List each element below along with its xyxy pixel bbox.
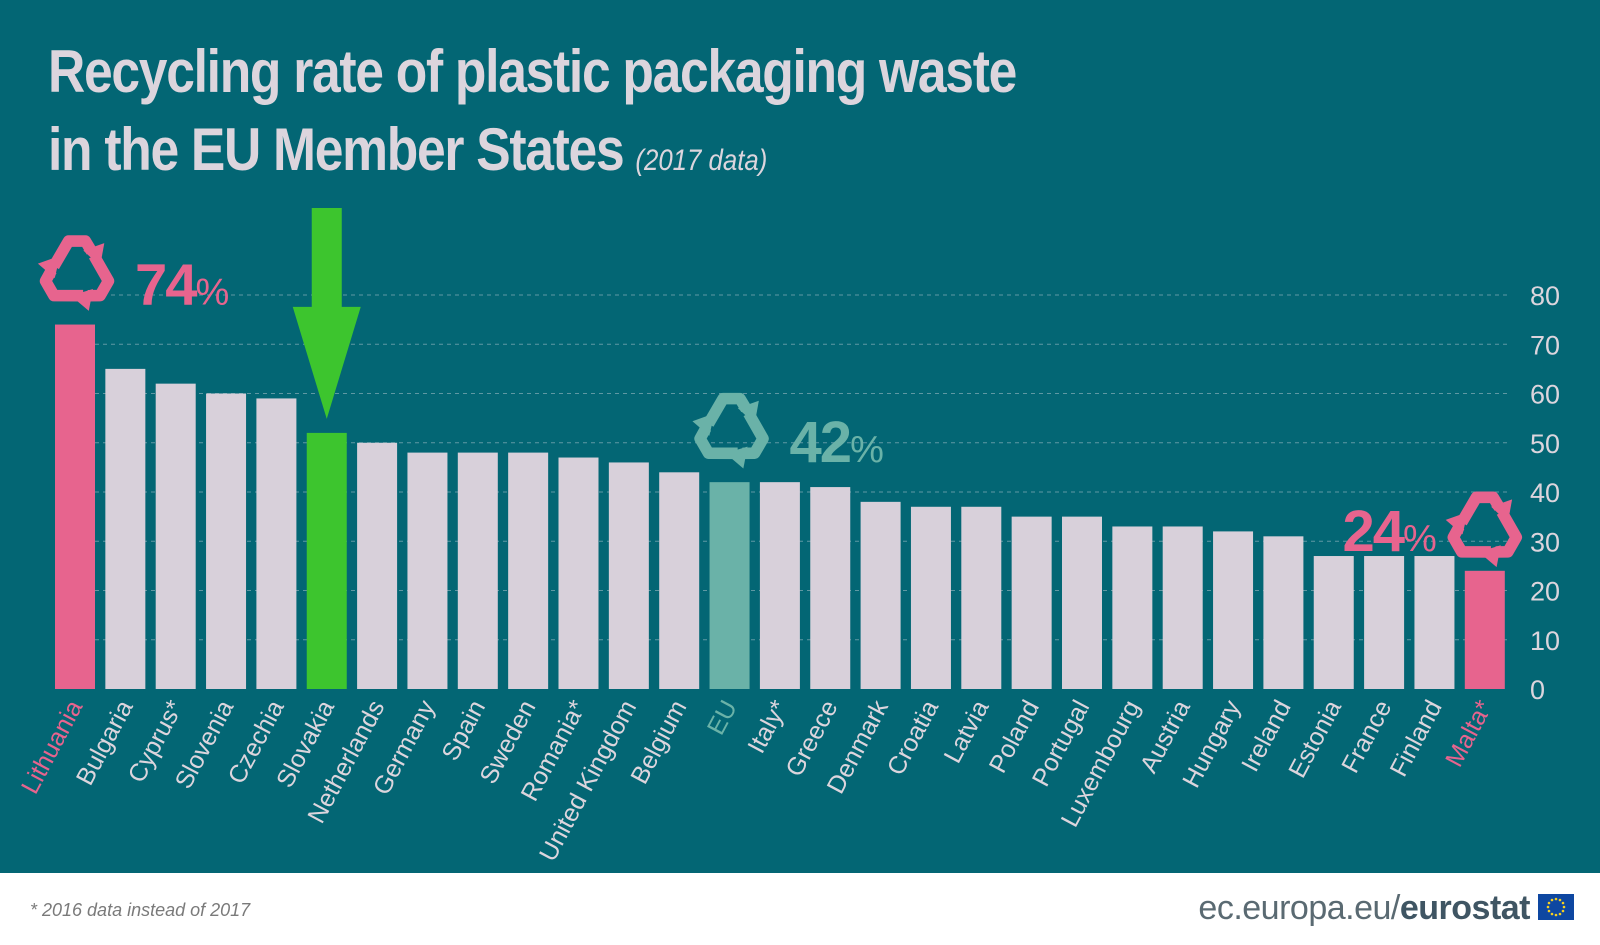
footnote: * 2016 data instead of 2017: [30, 900, 251, 920]
chart-title-line-1: Recycling rate of plastic packaging wast…: [48, 38, 1017, 105]
x-tick-label: EU: [702, 696, 743, 740]
source-brand[interactable]: eurostat: [1399, 889, 1531, 927]
x-tick-label: Lithuania: [16, 696, 88, 799]
y-tick-label: 60: [1530, 380, 1560, 410]
bar-latvia: [961, 506, 1002, 689]
bar-croatia: [910, 506, 951, 689]
annotation-value: 24%: [1342, 499, 1436, 564]
bar-spain: [457, 452, 498, 689]
annotation-value: 42%: [790, 410, 884, 475]
bar-portugal: [1062, 516, 1102, 689]
bar-denmark: [860, 501, 901, 689]
bar-bulgaria: [105, 368, 146, 689]
bar-france: [1364, 556, 1405, 689]
bar-italy: [759, 482, 800, 689]
bar-netherlands: [357, 442, 398, 689]
source-credit: ec.europa.eu/eurostat: [1198, 889, 1530, 928]
recycle-icon: [1445, 491, 1523, 568]
bar-malta: [1464, 570, 1505, 689]
bar-sweden: [508, 452, 549, 689]
bar-germany: [407, 452, 448, 689]
bar-greece: [810, 487, 851, 689]
y-tick-label: 30: [1530, 527, 1560, 557]
x-tick-label: Spain: [436, 696, 491, 766]
y-tick-label: 70: [1530, 330, 1560, 360]
bar-austria: [1162, 526, 1203, 689]
chart-title-line-2-text: in the EU Member States: [48, 116, 625, 183]
source-url[interactable]: ec.europa.eu/: [1198, 889, 1400, 927]
recycle-icon: [37, 235, 115, 311]
bar-belgium: [659, 472, 700, 689]
bar-ireland: [1263, 536, 1304, 689]
bar-unitedkingdom: [608, 462, 649, 689]
bar-hungary: [1213, 531, 1254, 689]
chart-subtitle: (2017 data): [635, 144, 768, 177]
bar-slovenia: [206, 393, 247, 689]
annotation-value: 74%: [135, 253, 229, 318]
bar-lithuania: [55, 324, 95, 689]
y-tick-label: 50: [1530, 429, 1560, 459]
bar-eu: [709, 482, 750, 689]
x-tick-label: Italy*: [742, 695, 793, 757]
eu-flag-icon: [1538, 894, 1574, 920]
recycle-icon: [692, 392, 769, 469]
bar-estonia: [1313, 556, 1354, 689]
x-tick-label: Malta*: [1440, 695, 1498, 771]
y-tick-label: 20: [1530, 577, 1560, 607]
y-tick-label: 40: [1530, 478, 1560, 508]
bar-luxembourg: [1112, 526, 1153, 689]
bar-cyprus: [155, 383, 196, 689]
bar-poland: [1011, 516, 1052, 689]
y-tick-label: 80: [1530, 281, 1560, 311]
bar-slovakia: [306, 432, 347, 689]
bar-finland: [1414, 556, 1455, 689]
y-tick-label: 0: [1530, 675, 1545, 705]
y-tick-label: 10: [1530, 626, 1560, 656]
bar-romania: [558, 457, 599, 689]
bar-chart: 01020304050607080LithuaniaBulgariaCyprus…: [16, 208, 1560, 866]
bar-czechia: [256, 398, 297, 689]
chart-title-line-2: in the EU Member States (2017 data): [48, 120, 767, 180]
x-tick-label: Latvia: [939, 696, 995, 768]
arrow-down-icon: [292, 208, 361, 419]
